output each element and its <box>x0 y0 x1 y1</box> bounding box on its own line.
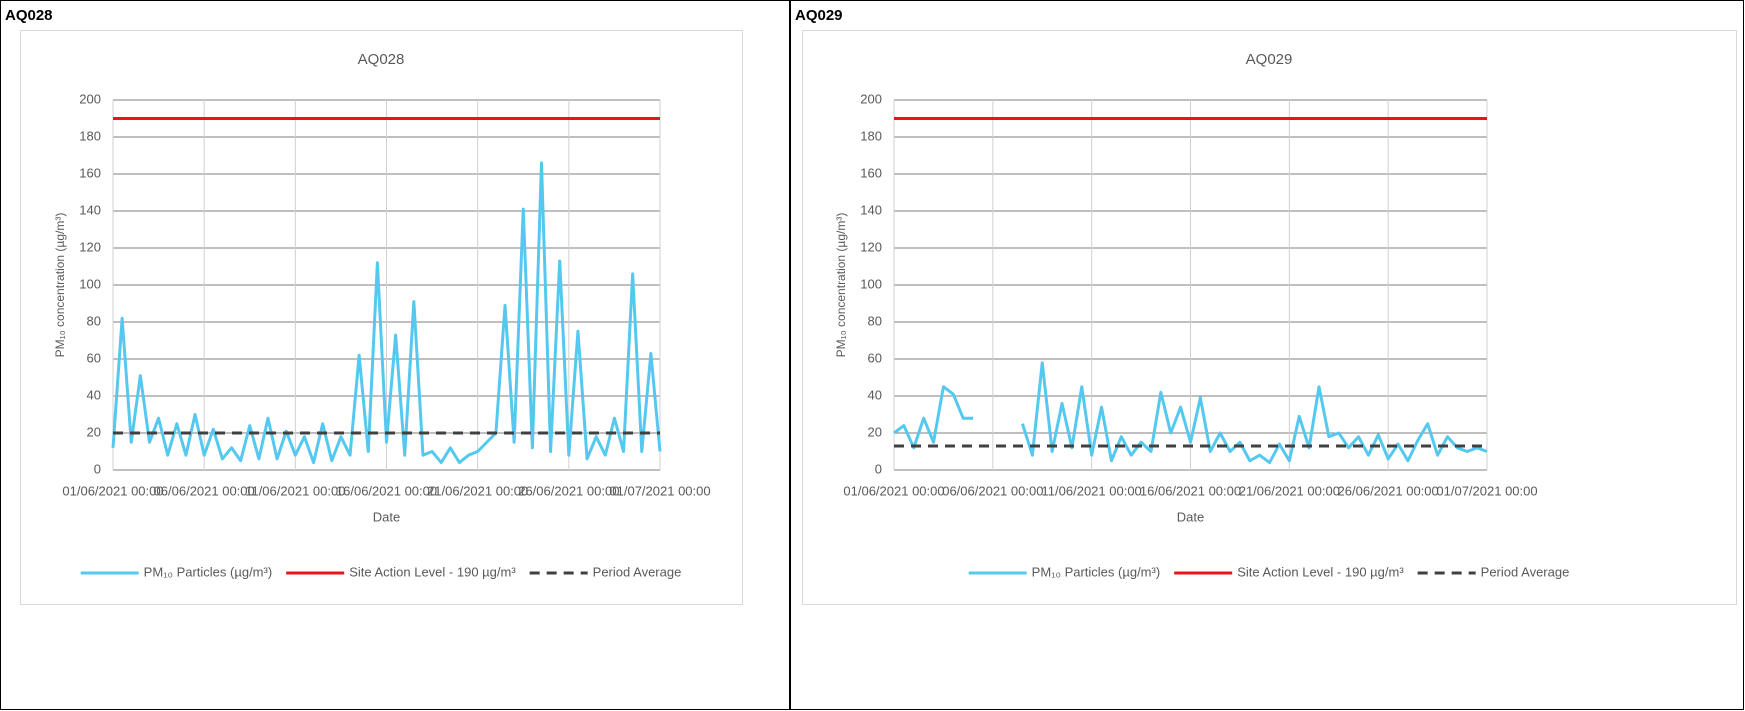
panel-label: AQ028 <box>5 7 53 24</box>
x-tick-label: 01/07/2021 00:00 <box>1436 483 1537 498</box>
y-tick-label: 20 <box>868 424 882 439</box>
y-tick-label: 60 <box>868 350 882 365</box>
y-tick-label: 80 <box>87 313 101 328</box>
legend-label: Period Average <box>593 564 682 579</box>
y-tick-label: 140 <box>860 202 882 217</box>
x-axis-label: Date <box>1177 509 1204 524</box>
legend-label: Site Action Level - 190 µg/m³ <box>1237 564 1404 579</box>
y-tick-label: 160 <box>79 165 101 180</box>
y-axis-label: PM₁₀ concentration (µg/m³) <box>53 213 67 358</box>
x-tick-label: 06/06/2021 00:00 <box>942 483 1043 498</box>
y-tick-label: 0 <box>94 461 101 476</box>
panel-border <box>0 0 790 710</box>
x-tick-label: 21/06/2021 00:00 <box>427 483 528 498</box>
y-tick-label: 120 <box>860 239 882 254</box>
x-tick-label: 26/06/2021 00:00 <box>518 483 619 498</box>
y-tick-label: 180 <box>860 128 882 143</box>
legend-label: PM₁₀ Particles (µg/m³) <box>1032 564 1161 579</box>
chart-title: AQ029 <box>1246 51 1293 68</box>
y-tick-label: 200 <box>79 91 101 106</box>
y-tick-label: 200 <box>860 91 882 106</box>
panel-border <box>790 0 1744 710</box>
series-line <box>111 161 662 465</box>
y-tick-label: 180 <box>79 128 101 143</box>
y-tick-label: 100 <box>860 276 882 291</box>
x-tick-label: 01/07/2021 00:00 <box>609 483 710 498</box>
x-tick-label: 11/06/2021 00:00 <box>1042 483 1142 498</box>
y-tick-label: 160 <box>860 165 882 180</box>
x-tick-label: 01/06/2021 00:00 <box>62 483 163 498</box>
series-line <box>893 361 1488 465</box>
x-tick-label: 11/06/2021 00:00 <box>245 483 345 498</box>
x-tick-label: 26/06/2021 00:00 <box>1338 483 1439 498</box>
y-tick-label: 100 <box>79 276 101 291</box>
x-tick-label: 16/06/2021 00:00 <box>1140 483 1241 498</box>
x-tick-label: 16/06/2021 00:00 <box>336 483 437 498</box>
legend-label: PM₁₀ Particles (µg/m³) <box>144 564 273 579</box>
y-tick-label: 0 <box>875 461 882 476</box>
y-axis-label: PM₁₀ concentration (µg/m³) <box>834 213 848 358</box>
legend-label: Site Action Level - 190 µg/m³ <box>349 564 516 579</box>
y-tick-label: 140 <box>79 202 101 217</box>
y-tick-label: 80 <box>868 313 882 328</box>
x-tick-label: 06/06/2021 00:00 <box>154 483 255 498</box>
legend-label: Period Average <box>1481 564 1570 579</box>
x-tick-label: 01/06/2021 00:00 <box>843 483 944 498</box>
y-tick-label: 40 <box>87 387 101 402</box>
x-tick-label: 21/06/2021 00:00 <box>1239 483 1340 498</box>
y-tick-label: 20 <box>87 424 101 439</box>
y-tick-label: 60 <box>87 350 101 365</box>
y-tick-label: 120 <box>79 239 101 254</box>
chart-title: AQ028 <box>358 51 405 68</box>
x-axis-label: Date <box>373 509 400 524</box>
chart-area <box>802 30 1737 605</box>
y-tick-label: 40 <box>868 387 882 402</box>
panel-label: AQ029 <box>795 7 843 24</box>
